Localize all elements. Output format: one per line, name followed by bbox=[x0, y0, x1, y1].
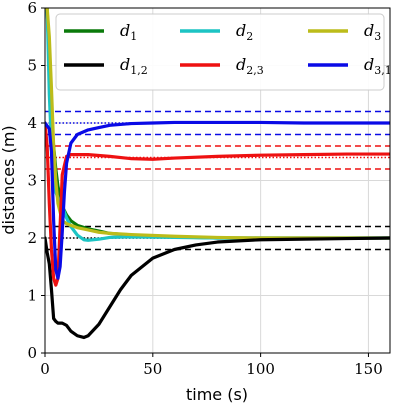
y-tick-label: 5 bbox=[27, 57, 37, 75]
y-tick-label: 6 bbox=[27, 0, 37, 17]
y-tick-label: 1 bbox=[27, 287, 37, 305]
series-line bbox=[45, 236, 390, 340]
series-line bbox=[45, 121, 390, 287]
x-tick-label: 50 bbox=[143, 360, 162, 378]
x-tick-label: 100 bbox=[246, 360, 275, 378]
y-tick-label: 4 bbox=[27, 114, 37, 132]
y-tick-label: 2 bbox=[27, 229, 37, 247]
series-line bbox=[45, 8, 390, 240]
y-tick-label: 3 bbox=[27, 172, 37, 190]
y-axis-title: distances (m) bbox=[0, 125, 18, 234]
axis-ticks: 0 50 100 150 0 1 2 3 4 5 6 bbox=[27, 0, 382, 378]
x-tick-label: 0 bbox=[40, 360, 50, 378]
series-group bbox=[45, 8, 390, 340]
x-axis-title: time (s) bbox=[186, 385, 248, 404]
series-line bbox=[45, 120, 390, 280]
y-tick-label: 0 bbox=[27, 344, 37, 362]
x-tick-label: 150 bbox=[354, 360, 383, 378]
legend-box bbox=[55, 13, 385, 91]
